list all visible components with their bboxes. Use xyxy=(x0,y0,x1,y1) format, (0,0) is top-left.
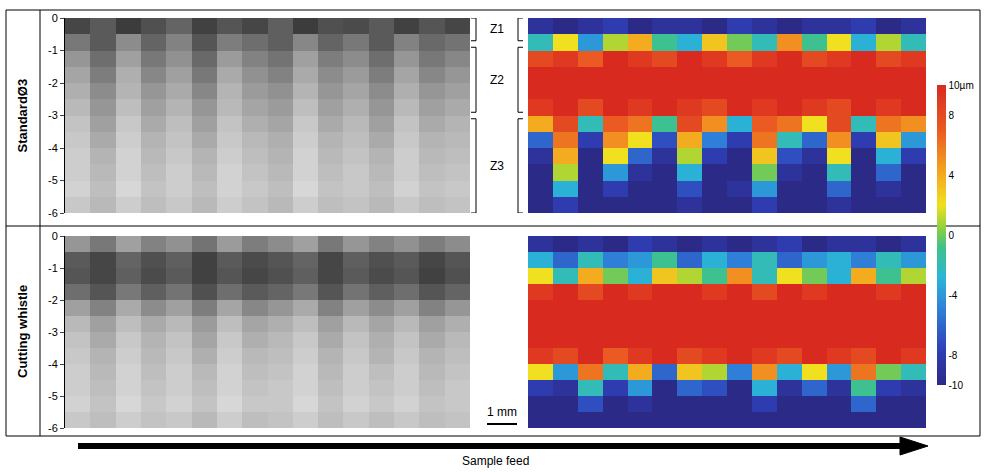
svg-text:-2: -2 xyxy=(48,77,58,89)
svg-text:Z2: Z2 xyxy=(490,73,504,87)
svg-text:-3: -3 xyxy=(48,109,58,121)
svg-text:Cutting whistle: Cutting whistle xyxy=(15,285,30,378)
svg-text:-5: -5 xyxy=(48,390,58,402)
svg-text:1 mm: 1 mm xyxy=(487,405,517,419)
svg-text:4: 4 xyxy=(949,170,955,181)
svg-text:0: 0 xyxy=(949,230,955,241)
svg-text:-1: -1 xyxy=(48,44,58,56)
svg-text:-4: -4 xyxy=(48,358,58,370)
svg-text:StandardØ3: StandardØ3 xyxy=(15,79,30,153)
svg-text:0: 0 xyxy=(52,230,58,242)
svg-text:-1: -1 xyxy=(48,262,58,274)
svg-text:-4: -4 xyxy=(949,290,958,301)
svg-text:Z3: Z3 xyxy=(490,159,504,173)
svg-text:Z1: Z1 xyxy=(490,22,504,36)
svg-text:-6: -6 xyxy=(48,422,58,434)
svg-text:-4: -4 xyxy=(48,142,58,154)
svg-text:-8: -8 xyxy=(949,350,958,361)
svg-text:-6: -6 xyxy=(48,207,58,219)
svg-text:Sample feed: Sample feed xyxy=(462,454,529,468)
svg-text:-10: -10 xyxy=(949,380,964,391)
svg-text:-2: -2 xyxy=(48,294,58,306)
svg-text:-3: -3 xyxy=(48,326,58,338)
svg-text:8: 8 xyxy=(949,110,955,121)
svg-text:-5: -5 xyxy=(48,174,58,186)
svg-text:10µm: 10µm xyxy=(949,80,974,91)
svg-text:0: 0 xyxy=(52,12,58,24)
